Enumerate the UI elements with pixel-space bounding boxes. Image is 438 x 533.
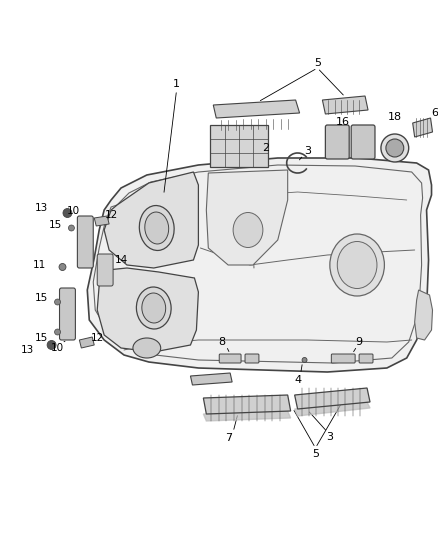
Ellipse shape bbox=[136, 287, 171, 329]
Polygon shape bbox=[413, 118, 432, 137]
Ellipse shape bbox=[330, 234, 385, 296]
Text: 13: 13 bbox=[21, 345, 35, 355]
FancyBboxPatch shape bbox=[351, 125, 375, 159]
Bar bbox=[210, 125, 268, 167]
Text: 3: 3 bbox=[326, 432, 333, 442]
Text: 15: 15 bbox=[35, 333, 48, 343]
Text: 2: 2 bbox=[262, 143, 269, 153]
Text: 5: 5 bbox=[312, 449, 319, 459]
Text: 8: 8 bbox=[219, 337, 226, 347]
Ellipse shape bbox=[142, 293, 166, 323]
Polygon shape bbox=[295, 388, 370, 409]
Ellipse shape bbox=[59, 263, 66, 271]
Text: 4: 4 bbox=[294, 375, 301, 385]
Ellipse shape bbox=[386, 139, 404, 157]
Ellipse shape bbox=[337, 241, 377, 288]
Text: 6: 6 bbox=[431, 108, 438, 118]
Ellipse shape bbox=[55, 329, 60, 335]
FancyBboxPatch shape bbox=[325, 125, 349, 159]
Text: 16: 16 bbox=[336, 117, 350, 127]
FancyBboxPatch shape bbox=[331, 354, 355, 363]
Text: 14: 14 bbox=[114, 255, 127, 265]
FancyBboxPatch shape bbox=[78, 216, 93, 268]
Ellipse shape bbox=[47, 341, 56, 350]
FancyBboxPatch shape bbox=[359, 354, 373, 363]
FancyBboxPatch shape bbox=[60, 288, 75, 340]
Ellipse shape bbox=[133, 338, 161, 358]
Text: 15: 15 bbox=[49, 220, 62, 230]
Text: 13: 13 bbox=[35, 203, 48, 213]
Polygon shape bbox=[94, 216, 109, 226]
Text: 11: 11 bbox=[33, 260, 46, 270]
Text: 7: 7 bbox=[225, 433, 232, 443]
Polygon shape bbox=[415, 290, 432, 340]
Text: 9: 9 bbox=[356, 337, 363, 347]
Ellipse shape bbox=[68, 225, 74, 231]
Text: 18: 18 bbox=[388, 112, 402, 122]
Polygon shape bbox=[203, 411, 291, 421]
Polygon shape bbox=[206, 170, 288, 265]
Text: 15: 15 bbox=[35, 293, 48, 303]
Text: 10: 10 bbox=[51, 343, 64, 353]
Polygon shape bbox=[79, 337, 94, 348]
Polygon shape bbox=[191, 373, 232, 385]
Polygon shape bbox=[97, 268, 198, 352]
Polygon shape bbox=[213, 100, 300, 118]
FancyBboxPatch shape bbox=[245, 354, 259, 363]
Ellipse shape bbox=[233, 213, 263, 247]
Ellipse shape bbox=[145, 212, 169, 244]
Polygon shape bbox=[87, 158, 431, 372]
Ellipse shape bbox=[55, 299, 60, 305]
FancyBboxPatch shape bbox=[219, 354, 241, 363]
Ellipse shape bbox=[63, 208, 72, 217]
Ellipse shape bbox=[302, 358, 307, 362]
Text: 3: 3 bbox=[304, 146, 311, 156]
Polygon shape bbox=[104, 172, 198, 268]
Polygon shape bbox=[322, 96, 368, 114]
Polygon shape bbox=[203, 395, 291, 414]
Text: 12: 12 bbox=[105, 210, 118, 220]
Ellipse shape bbox=[139, 206, 174, 251]
Text: 1: 1 bbox=[173, 79, 180, 89]
Text: 12: 12 bbox=[91, 333, 104, 343]
Ellipse shape bbox=[381, 134, 409, 162]
Polygon shape bbox=[295, 402, 370, 416]
Text: 10: 10 bbox=[67, 206, 80, 216]
FancyBboxPatch shape bbox=[97, 254, 113, 286]
Text: 5: 5 bbox=[314, 58, 321, 68]
